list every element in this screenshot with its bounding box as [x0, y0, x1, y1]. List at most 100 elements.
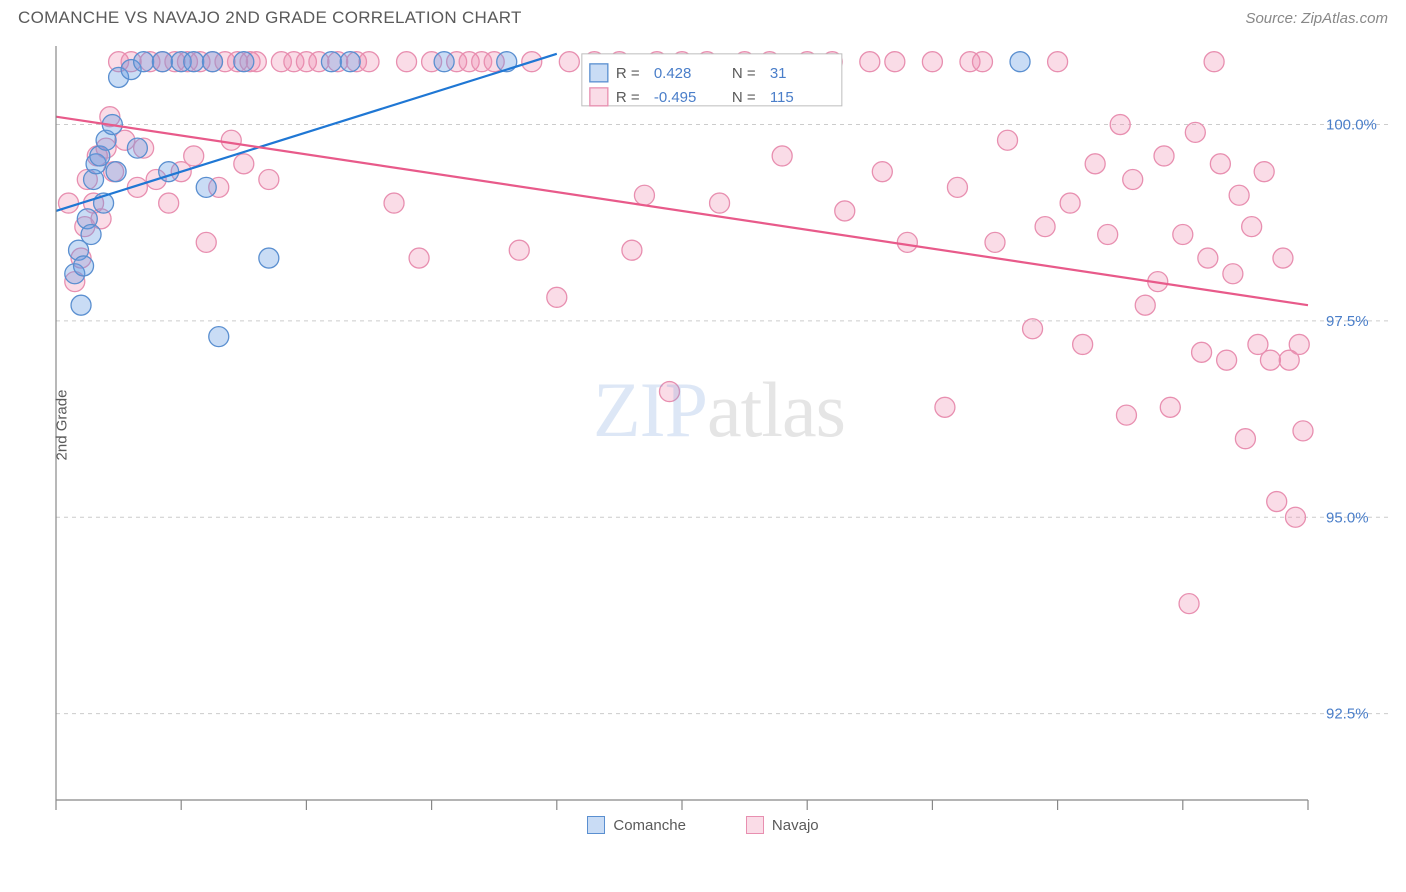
data-point [259, 248, 279, 268]
data-point [985, 232, 1005, 252]
data-point [972, 52, 992, 72]
data-point [1293, 421, 1313, 441]
svg-text:31: 31 [770, 65, 787, 82]
data-point [634, 185, 654, 205]
legend-top: R = 0.428 N = 31 R = -0.495 N = 115 [582, 54, 842, 106]
svg-text:N =: N = [732, 65, 756, 82]
chart-source: Source: ZipAtlas.com [1245, 10, 1388, 27]
data-point [434, 52, 454, 72]
svg-text:-0.495: -0.495 [654, 89, 697, 106]
data-point [152, 52, 172, 72]
svg-text:97.5%: 97.5% [1326, 313, 1369, 330]
data-point [1154, 146, 1174, 166]
data-point [998, 130, 1018, 150]
data-point [196, 177, 216, 197]
svg-text:115: 115 [770, 89, 794, 106]
data-point [1023, 319, 1043, 339]
data-point [922, 52, 942, 72]
data-point [547, 287, 567, 307]
data-point [1035, 217, 1055, 237]
data-point [203, 52, 223, 72]
data-point [71, 295, 91, 315]
data-point [259, 170, 279, 190]
trend-line-navajo [56, 117, 1308, 306]
scatter-chart: 92.5%95.0%97.5%100.0%0.0%100.0%R =0.428N… [50, 40, 1388, 810]
data-point [1198, 248, 1218, 268]
data-point [947, 177, 967, 197]
data-point [1098, 225, 1118, 245]
data-point [835, 201, 855, 221]
data-point [359, 52, 379, 72]
data-point [134, 52, 154, 72]
data-point [1235, 429, 1255, 449]
data-point [659, 382, 679, 402]
data-point [1223, 264, 1243, 284]
data-point [1210, 154, 1230, 174]
data-point [127, 138, 147, 158]
data-point [509, 240, 529, 260]
data-point [1260, 350, 1280, 370]
data-point [872, 162, 892, 182]
data-point [159, 193, 179, 213]
data-point [234, 154, 254, 174]
data-point [397, 52, 417, 72]
data-point [1204, 52, 1224, 72]
data-point [1116, 405, 1136, 425]
data-point [1229, 185, 1249, 205]
legend-item-navajo: Navajo [746, 816, 819, 834]
chart-area: 2nd Grade 92.5%95.0%97.5%100.0%0.0%100.0… [50, 40, 1388, 810]
data-point [1173, 225, 1193, 245]
data-point [1242, 217, 1262, 237]
data-point [935, 397, 955, 417]
data-point [196, 232, 216, 252]
legend-bottom: Comanche Navajo [0, 816, 1406, 834]
svg-text:R =: R = [616, 65, 640, 82]
y-axis-label: 2nd Grade [54, 390, 71, 461]
svg-text:0.428: 0.428 [654, 65, 692, 82]
data-point [1110, 115, 1130, 135]
data-point [622, 240, 642, 260]
svg-text:R =: R = [616, 89, 640, 106]
swatch-navajo [746, 816, 764, 834]
data-point [384, 193, 404, 213]
data-point [1060, 193, 1080, 213]
data-point [184, 52, 204, 72]
legend-item-comanche: Comanche [587, 816, 686, 834]
data-point [234, 52, 254, 72]
data-point [74, 256, 94, 276]
svg-text:95.0%: 95.0% [1326, 509, 1369, 526]
data-point [321, 52, 341, 72]
data-point [1285, 507, 1305, 527]
data-point [1185, 122, 1205, 142]
data-point [860, 52, 880, 72]
data-point [1217, 350, 1237, 370]
swatch-comanche [587, 816, 605, 834]
data-point [1179, 594, 1199, 614]
data-point [81, 225, 101, 245]
data-point [1267, 492, 1287, 512]
svg-text:N =: N = [732, 89, 756, 106]
data-point [1135, 295, 1155, 315]
data-point [209, 327, 229, 347]
data-point [340, 52, 360, 72]
data-point [1123, 170, 1143, 190]
data-point [221, 130, 241, 150]
data-point [1254, 162, 1274, 182]
data-point [897, 232, 917, 252]
svg-text:92.5%: 92.5% [1326, 706, 1369, 723]
svg-text:100.0%: 100.0% [1326, 117, 1377, 134]
data-point [1010, 52, 1030, 72]
data-point [710, 193, 730, 213]
data-point [409, 248, 429, 268]
data-point [1073, 334, 1093, 354]
data-point [106, 162, 126, 182]
data-point [1160, 397, 1180, 417]
data-point [184, 146, 204, 166]
data-point [1289, 334, 1309, 354]
data-point [772, 146, 792, 166]
chart-header: COMANCHE VS NAVAJO 2ND GRADE CORRELATION… [0, 0, 1406, 32]
data-point [1192, 342, 1212, 362]
data-point [1085, 154, 1105, 174]
data-point [885, 52, 905, 72]
data-point [1273, 248, 1293, 268]
